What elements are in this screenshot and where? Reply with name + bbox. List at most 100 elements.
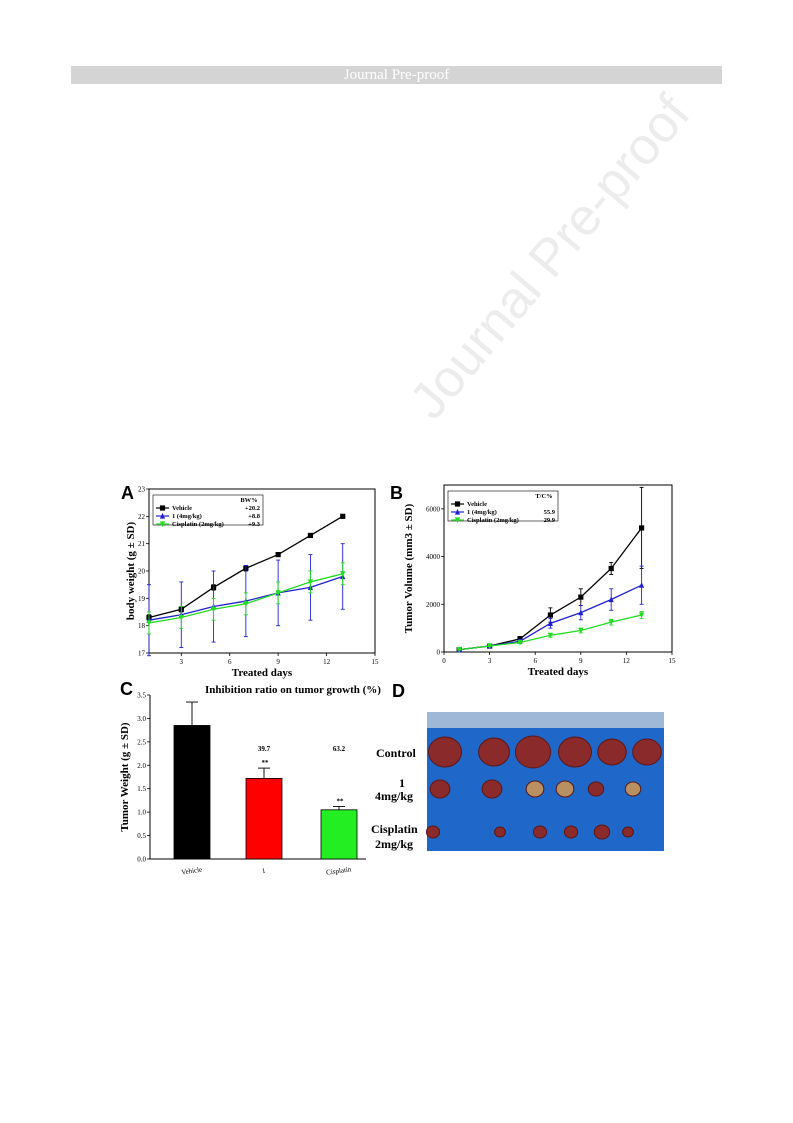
tumor-sample: [494, 826, 506, 838]
y-tick-label-c-7: 3.5: [137, 692, 146, 700]
tumor-sample: [525, 780, 545, 798]
data-point: [275, 552, 281, 558]
legend-label: Cisplatin (2mg/kg): [467, 517, 519, 524]
tumor-sample: [555, 780, 575, 798]
data-point: [639, 612, 645, 619]
data-point: [578, 609, 584, 616]
panel-letter-a: A: [121, 483, 134, 503]
data-point: [456, 647, 462, 653]
legend-label: Cisplatin (2mg/kg): [172, 521, 224, 528]
tumor-sample: [593, 824, 611, 840]
data-point: [608, 619, 614, 626]
tumor-sample: [587, 781, 605, 797]
x-tick-label-b-1: 3: [488, 657, 492, 665]
legend-a: BW% Vehicle +20.2 1 (4mg/kg) +8.8 Cisplatin (…: [152, 494, 264, 528]
legend-box: [152, 494, 264, 526]
legend-header: BW%: [240, 497, 257, 504]
data-point: [547, 612, 553, 618]
tumor-samples: [425, 735, 662, 840]
y-tick-label-c-5: 2.5: [137, 738, 146, 746]
chart-c: 0.0 0.5 1.0 1.5 2.0 2.5 3.0 3.5 Inhibition ratio…: [119, 684, 381, 877]
journal-banner: Journal Pre-proof: [71, 66, 722, 84]
banner-text: Journal Pre-proof: [343, 67, 450, 83]
photo-label-cisplatin: Cisplatin: [371, 822, 418, 836]
y-tick-label-b-2: 4000: [426, 553, 441, 561]
panel-letter-d: D: [392, 681, 405, 701]
y-tick-label-c-0: 0.0: [137, 856, 146, 864]
data-point: [578, 627, 584, 634]
tumor-sample: [429, 779, 451, 799]
tumor-sample: [622, 826, 634, 838]
legend-header: T/C%: [535, 493, 552, 500]
tumor-sample: [558, 736, 592, 768]
x-tick-label-a-1: 6: [228, 658, 232, 666]
photo-ruler: [427, 712, 664, 728]
x-tick-label-a-3: 12: [323, 658, 331, 666]
x-tick-label-a-2: 9: [276, 658, 280, 666]
tumor-sample: [624, 781, 642, 797]
x-tick-label-b-0: 0: [442, 657, 446, 665]
legend-marker: [159, 505, 166, 511]
series-line: [459, 527, 643, 651]
data-point: [307, 532, 314, 539]
chart-a: 3 6 9 12 15 17 18 19 20 21 22 23 Treated days body we…: [125, 486, 379, 680]
y-tick-label-c-2: 1.0: [137, 809, 146, 817]
x-axis-label-b: Treated days: [528, 666, 589, 678]
data-point: [210, 606, 217, 613]
legend-value: 29.9: [544, 517, 556, 524]
x-tick-label-b-2: 6: [533, 657, 537, 665]
data-point: [178, 614, 184, 621]
legend-value: +9.3: [248, 521, 261, 528]
photo-label-control: Control: [376, 746, 416, 760]
data-point: [487, 643, 493, 650]
x-tick-label-b-5: 15: [669, 657, 677, 665]
y-tick-label-c-1: 0.5: [137, 832, 146, 840]
y-tick-label-c-6: 3.0: [137, 715, 146, 723]
photo-label-cisplatin-dose: 2mg/kg: [375, 837, 413, 851]
bar-vehicle: [173, 725, 211, 860]
data-point: [547, 632, 553, 639]
tumor-photo-panel: Control 1 4mg/kg Cisplatin 2mg/kg: [371, 712, 664, 851]
legend-value: +20.2: [245, 505, 260, 512]
chart-b: 0 3 6 9 12 15 0 2000 4000 6000 Treated days Tumor V…: [403, 484, 677, 678]
y-tick-label-a-6: 23: [138, 486, 146, 494]
tumor-sample: [481, 779, 503, 799]
data-point: [639, 525, 645, 531]
tumor-sample: [478, 737, 510, 767]
photo-label-1: 1: [399, 776, 405, 790]
data-point: [547, 620, 553, 626]
tumor-sample: [428, 736, 462, 768]
x-tick-label-b-4: 12: [623, 657, 631, 665]
y-axis-label-c: Tumor Weight (g ± SD): [119, 722, 131, 831]
x-tick-label-c-1: 1: [261, 867, 266, 875]
x-tick-label-c-2: Cisplatin: [326, 865, 353, 877]
legend-label: 1 (4mg/kg): [172, 513, 202, 520]
tumor-sample: [425, 825, 441, 839]
inhibition-label: 39.7: [258, 745, 271, 753]
tumor-sample: [597, 738, 627, 766]
data-point: [639, 582, 645, 588]
legend-marker: [454, 501, 461, 507]
bar-cisplatin: [320, 809, 358, 860]
y-axis-label-a: body weight (g ± SD): [125, 522, 137, 621]
legend-value: 55.9: [544, 509, 556, 516]
x-tick-label-a-4: 15: [372, 658, 380, 666]
y-tick-label-a-2: 19: [138, 595, 146, 603]
significance-mark: **: [262, 759, 270, 767]
y-tick-label-c-4: 2.0: [137, 762, 146, 770]
x-tick-label-c-0: Vehicle: [181, 866, 203, 877]
panel-letter-c: C: [120, 679, 133, 699]
y-tick-label-a-3: 20: [138, 568, 146, 576]
y-tick-label-a-5: 22: [138, 513, 146, 521]
data-point: [146, 620, 152, 627]
inhibition-label: 63.2: [333, 745, 346, 753]
data-point: [243, 601, 249, 607]
series-a-2: [146, 562, 346, 635]
y-tick-label-b-1: 2000: [426, 601, 441, 609]
legend-marker: [454, 508, 461, 515]
data-point: [608, 596, 614, 603]
y-tick-label-a-4: 21: [138, 540, 146, 548]
data-point: [275, 590, 281, 596]
